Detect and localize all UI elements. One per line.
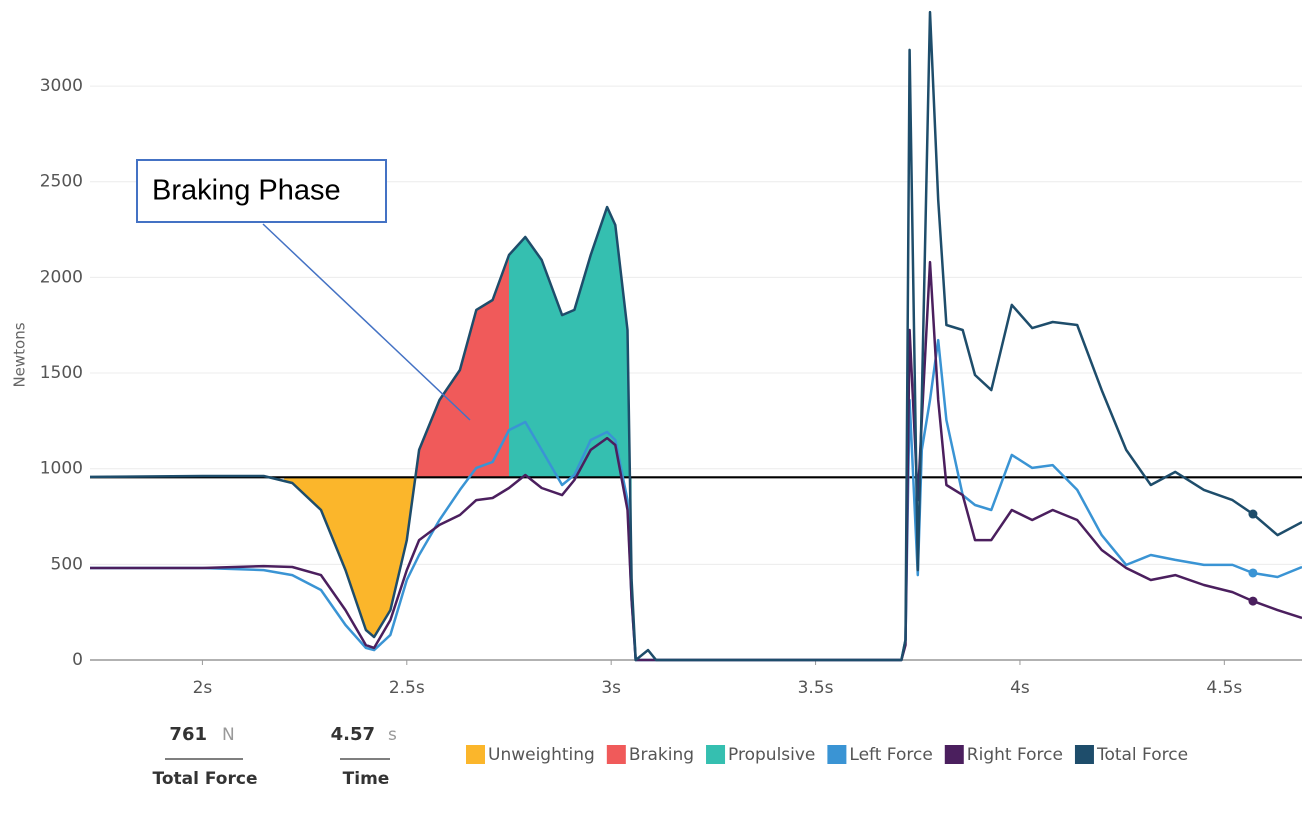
- legend-label: Unweighting: [488, 745, 595, 765]
- phase-area: [417, 255, 509, 478]
- cursor-dot: [1248, 509, 1258, 519]
- line: [89, 10, 1302, 662]
- x-tick-label: 4s: [1010, 678, 1030, 698]
- phase-area: [508, 206, 632, 581]
- legend-swatch: [706, 745, 726, 764]
- legend-label: Propulsive: [728, 745, 815, 765]
- phase-area: [284, 464, 418, 638]
- time-value: 4.57: [331, 724, 375, 745]
- legend-swatch: [944, 745, 964, 764]
- annotation-arrow: [262, 223, 471, 421]
- y-tick-label: 500: [51, 554, 83, 574]
- readout-value: 761: [169, 724, 207, 745]
- legend-label: Left Force: [849, 745, 932, 765]
- annotation: Braking Phase: [152, 175, 341, 207]
- time-unit: s: [388, 725, 397, 745]
- legend-swatch: [1074, 745, 1094, 764]
- cursor-dot: [1248, 596, 1258, 606]
- y-tick-label: 3000: [40, 76, 83, 96]
- line: [90, 260, 1302, 662]
- phase-areas: [90, 206, 1302, 638]
- x-tick-label: 3.5s: [798, 678, 834, 698]
- cursor-dot: [1248, 568, 1258, 578]
- y-tick-label: 2500: [40, 172, 83, 192]
- x-tick-label: 3s: [601, 678, 621, 698]
- legend-swatch: [606, 745, 626, 764]
- annotation-box: [136, 159, 387, 223]
- x-tick-label: 2s: [193, 678, 213, 698]
- legend-swatch: [466, 745, 485, 764]
- line: [90, 338, 1302, 662]
- y-tick-label: 2000: [40, 267, 83, 287]
- y-axis-label: Newtons: [11, 322, 29, 387]
- legend-swatch: [827, 745, 847, 764]
- y-tick-label: 1500: [40, 363, 83, 383]
- readout-unit: N: [222, 725, 235, 745]
- legend-label: Total Force: [1096, 745, 1188, 765]
- legend: Unweighting Braking Propulsive Left Force Ri…: [466, 745, 1188, 765]
- legend-label: Braking: [629, 745, 694, 765]
- y-tick-label: 1000: [40, 459, 83, 479]
- lines: [89, 10, 1302, 662]
- y-tick-label: 0: [72, 650, 83, 670]
- readout-label: Total Force: [153, 769, 258, 789]
- time-label: Time: [343, 769, 390, 789]
- x-tick-label: 4.5s: [1206, 678, 1242, 698]
- x-tick-label: 2.5s: [389, 678, 425, 698]
- legend-label: Right Force: [967, 745, 1063, 765]
